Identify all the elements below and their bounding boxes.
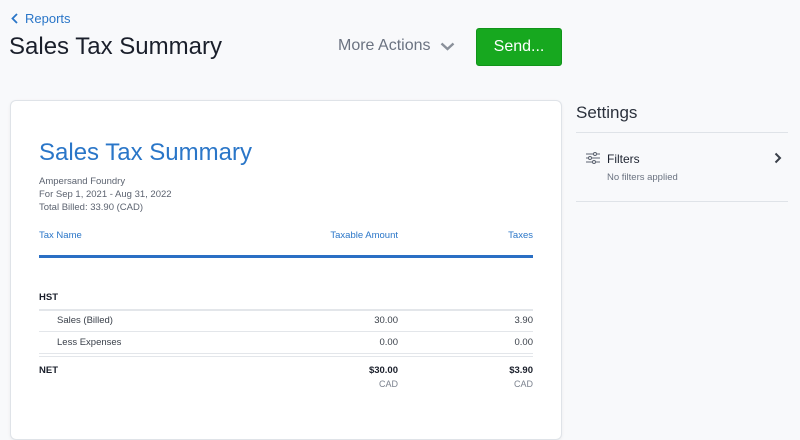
row-name: Sales (Billed) [57,315,113,326]
row-taxes: 3.90 [514,315,534,326]
report-period: For Sep 1, 2021 - Aug 31, 2022 [39,189,172,200]
row-amount: 30.00 [374,315,398,326]
divider [39,309,533,311]
divider [576,132,788,133]
more-actions-label: More Actions [338,37,431,54]
row-taxes: 0.00 [514,337,534,348]
page-title: Sales Tax Summary [9,33,222,60]
back-label: Reports [25,11,71,26]
company-name: Ampersand Foundry [39,176,126,187]
column-header-taxes[interactable]: Taxes [508,230,533,241]
header-divider [39,255,533,258]
send-button[interactable]: Send... [476,28,562,66]
report-meta: Ampersand Foundry For Sep 1, 2021 - Aug … [39,175,172,214]
settings-title: Settings [576,103,638,122]
report-card: Sales Tax Summary Ampersand Foundry For … [10,100,562,440]
filters-item[interactable]: Filters No filters applied [576,140,788,190]
amount-currency: CAD [378,379,398,389]
net-label: NET [39,365,58,376]
divider [39,331,533,332]
divider [576,201,788,202]
divider [39,353,533,354]
row-amount: 0.00 [379,337,399,348]
report-title: Sales Tax Summary [39,139,252,166]
column-header-taxable-amount[interactable]: Taxable Amount [330,230,398,241]
group-name: HST [39,292,58,303]
row-name: Less Expenses [57,337,122,348]
net-taxes: $3.90 [509,365,533,376]
divider [39,356,533,357]
net-amount: $30.00 [368,365,398,376]
filters-subtitle: No filters applied [607,172,678,183]
more-actions-dropdown[interactable]: More Actions [338,37,455,55]
chevron-right-icon [774,152,782,164]
sliders-icon [586,152,600,164]
total-billed: Total Billed: 33.90 (CAD) [39,202,144,213]
chevron-left-icon [11,13,18,24]
back-to-reports-link[interactable]: Reports [11,11,71,26]
column-header-tax-name[interactable]: Tax Name [39,230,82,241]
chevron-down-icon [441,42,455,51]
taxes-currency: CAD [513,379,533,389]
filters-label: Filters [607,152,640,166]
